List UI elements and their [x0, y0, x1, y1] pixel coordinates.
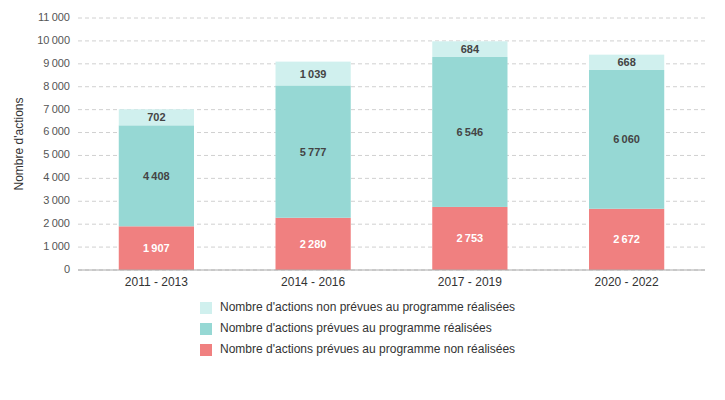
y-tick-label: 2 000	[43, 217, 70, 229]
bar-segment	[276, 62, 351, 86]
bar-segment	[276, 218, 351, 270]
data-label: 1 039	[300, 68, 327, 80]
legend-swatch	[200, 344, 212, 356]
data-label: 4 408	[143, 170, 170, 182]
x-axis-line	[78, 270, 705, 271]
grid-line	[78, 40, 705, 41]
x-tick-label: 2017 - 2019	[438, 275, 502, 289]
grid	[78, 18, 705, 270]
x-tick-label: 2011 - 2013	[125, 275, 188, 289]
chart: 0 1 000 2 000 3 000 4 000 5 000 6 000 7 000 8 00…	[0, 0, 725, 400]
y-tick-label: 4 000	[43, 171, 70, 183]
x-tick-label: 2014 - 2016	[281, 275, 345, 289]
legend-swatch	[200, 302, 212, 314]
data-label: 2 753	[457, 232, 484, 244]
y-tick-label: 7 000	[43, 103, 70, 115]
bars	[119, 41, 664, 270]
bar-segment	[432, 41, 507, 57]
data-label: 684	[461, 43, 480, 55]
bar-segment	[589, 209, 664, 270]
data-label: 5 777	[300, 146, 327, 158]
bar-segment	[589, 55, 664, 70]
y-axis-label: Nombre d'actions	[12, 98, 26, 191]
data-label: 2 280	[300, 238, 327, 250]
bar-segment	[432, 207, 507, 270]
y-tick-label: 5 000	[43, 148, 70, 160]
bar-segment	[432, 57, 507, 207]
grid-line	[78, 18, 705, 19]
y-tick-label: 1 000	[43, 240, 70, 252]
legend-swatch	[200, 323, 212, 335]
legend-label: Nombre d'actions prévues au programme ré…	[220, 321, 492, 335]
legend-label: Nombre d'actions non prévues au programm…	[220, 300, 515, 314]
data-labels: 1 907 2 280 2 753 2 672 4 408 5 777 6 546 6 060…	[143, 43, 640, 254]
y-tick-label: 10 000	[37, 34, 70, 46]
chart-container: 0 1 000 2 000 3 000 4 000 5 000 6 000 7 000 8 00…	[0, 0, 725, 400]
data-label: 2 672	[613, 233, 640, 245]
grid-line	[78, 270, 705, 271]
bar-segment	[119, 226, 194, 270]
y-tick-label: 6 000	[43, 125, 70, 137]
data-label: 6 546	[457, 126, 484, 138]
data-label: 6 060	[613, 133, 640, 145]
x-tick-label: 2020 - 2022	[595, 275, 659, 289]
bar-segment	[119, 109, 194, 125]
y-tick-label: 9 000	[43, 57, 70, 69]
y-tick-label: 0	[64, 263, 70, 275]
y-tick-label: 8 000	[43, 80, 70, 92]
bar-segment	[589, 70, 664, 209]
y-tick-label: 3 000	[43, 194, 70, 206]
data-label: 1 907	[143, 242, 170, 254]
data-label: 668	[617, 56, 635, 68]
data-label: 702	[147, 111, 165, 123]
bar-segment	[119, 125, 194, 226]
y-tick-label: 11 000	[38, 11, 70, 23]
legend: Nombre d'actions non prévues au programm…	[200, 300, 515, 356]
bar-segment	[276, 85, 351, 217]
legend-label: Nombre d'actions prévues au programme no…	[220, 342, 515, 356]
